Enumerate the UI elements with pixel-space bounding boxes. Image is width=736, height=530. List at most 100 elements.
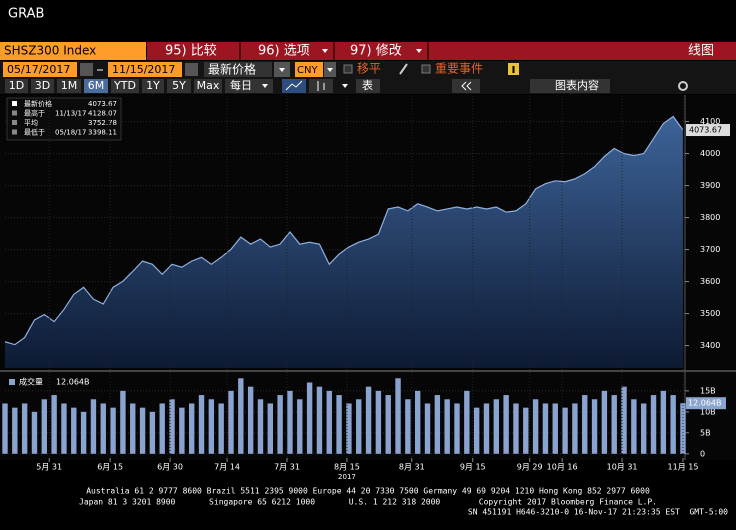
volume-bar <box>572 403 578 454</box>
volume-bar <box>513 403 519 454</box>
checkbox[interactable] <box>343 64 353 74</box>
menu-item[interactable]: 96) 选项 <box>258 44 310 59</box>
legend-label: 最新价格 <box>24 99 52 108</box>
y-tick-label: 4100 <box>700 117 720 126</box>
period-button[interactable] <box>57 79 81 93</box>
volume-bar <box>90 399 97 454</box>
x-tick-label: 8月 15 <box>334 463 360 472</box>
volume-bar <box>670 395 676 454</box>
gear-icon[interactable] <box>678 81 688 91</box>
calendar-icon[interactable] <box>80 63 93 76</box>
volume-bar <box>385 395 391 454</box>
volume-bar <box>208 399 215 454</box>
checkbox[interactable] <box>421 64 431 74</box>
volume-bar <box>414 390 421 454</box>
dropdown-arrow <box>322 49 328 53</box>
y-tick-label: 3500 <box>700 309 720 318</box>
volume-bar <box>405 399 411 454</box>
volume-bar <box>523 407 529 454</box>
chart-type[interactable]: 线图 <box>688 44 714 59</box>
volume-bar <box>169 399 175 454</box>
bar-icon[interactable] <box>309 79 333 93</box>
volume-bar <box>238 378 244 454</box>
period-button[interactable] <box>84 79 108 93</box>
option[interactable]: 移平 <box>357 62 381 76</box>
volume-bar <box>228 390 234 454</box>
menu-item[interactable]: 95) 比较 <box>165 44 217 59</box>
volume-bar <box>483 403 490 454</box>
period-label: 3D <box>35 79 50 92</box>
volume-bar <box>562 407 568 454</box>
volume-bar <box>464 390 470 454</box>
volume-bar <box>247 386 254 454</box>
volume-bar <box>621 386 627 454</box>
volume-bar <box>139 407 146 454</box>
period-button[interactable] <box>167 79 191 93</box>
y-tick-label: 3900 <box>700 181 720 190</box>
end-date-box[interactable] <box>108 62 182 77</box>
security: SHSZ300 Index <box>4 44 96 58</box>
menu-item[interactable]: 97) 修改 <box>350 44 402 59</box>
y-tick-label: 4000 <box>700 149 720 158</box>
volume-bar <box>120 390 126 454</box>
legend-marker <box>12 120 17 125</box>
period-button[interactable] <box>111 79 139 93</box>
volume-bar <box>297 399 303 454</box>
footer-line: Australia 61 2 9777 8600 Brazil 5511 239… <box>86 487 650 496</box>
legend-date: 05/18/17 <box>55 129 86 137</box>
volume-bar <box>12 407 18 454</box>
volume-bar <box>110 407 116 454</box>
collapse-button[interactable] <box>452 79 480 93</box>
volume-bar <box>179 407 185 454</box>
volume-bar <box>306 382 313 454</box>
option[interactable]: 重要事件 <box>435 62 483 76</box>
volume-bar <box>41 399 48 454</box>
period-label: 1Y <box>146 79 160 92</box>
y-tick-label: 5B <box>700 428 711 437</box>
security-box[interactable] <box>0 42 146 60</box>
period-label: Max <box>197 79 220 92</box>
volume-bar <box>552 403 558 454</box>
y-tick-label: 3400 <box>700 341 720 350</box>
volume-bar <box>503 395 509 454</box>
frequency-box[interactable] <box>225 79 273 93</box>
field-box[interactable] <box>204 62 272 77</box>
dropdown-arrow <box>279 68 285 72</box>
period-button[interactable] <box>5 79 28 93</box>
table-button[interactable] <box>356 79 380 93</box>
period-button[interactable] <box>31 79 54 93</box>
pen-icon[interactable] <box>399 63 408 75</box>
volume-bar <box>21 403 28 454</box>
x-tick-label: 5月 31 <box>36 463 62 472</box>
volume-bar <box>356 399 362 454</box>
currency-box[interactable] <box>295 62 323 77</box>
legend-label: 最低于 <box>24 128 45 137</box>
period-button[interactable] <box>142 79 164 93</box>
chart-content-button[interactable] <box>530 79 610 93</box>
volume-bar <box>660 390 667 454</box>
y-tick-label: 3700 <box>700 245 720 254</box>
x-tick-label: 7月 31 <box>274 463 300 472</box>
x-tick-label: 6月 30 <box>157 463 183 472</box>
period-buttons: 1D 3D 1M 6M YTD 1Y 5Y Max <box>5 79 222 93</box>
volume-bar <box>444 399 450 454</box>
volume-bar <box>346 403 352 454</box>
start-date-box[interactable] <box>3 62 77 77</box>
calendar-icon[interactable] <box>185 63 198 76</box>
area-fill <box>5 116 683 368</box>
x-tick-label: 7月 14 <box>214 463 240 472</box>
period-button[interactable] <box>194 79 222 93</box>
charts: 340035003600370038003900400041004073.67最… <box>2 96 730 481</box>
legend-label: 平均 <box>24 118 38 127</box>
volume-bar <box>277 395 283 454</box>
volume-bar <box>591 399 598 454</box>
volume-bar <box>650 395 657 454</box>
x-tick-label: 9月 29 <box>517 463 543 472</box>
volume-bar <box>2 403 8 454</box>
volume-bar <box>71 407 77 454</box>
y-tick-label: 10B <box>700 407 716 416</box>
footer-line: Japan 81 3 3201 8900 Singapore 65 6212 1… <box>79 498 657 507</box>
legend-label: 最高于 <box>24 109 45 118</box>
period-label: YTD <box>113 79 136 92</box>
